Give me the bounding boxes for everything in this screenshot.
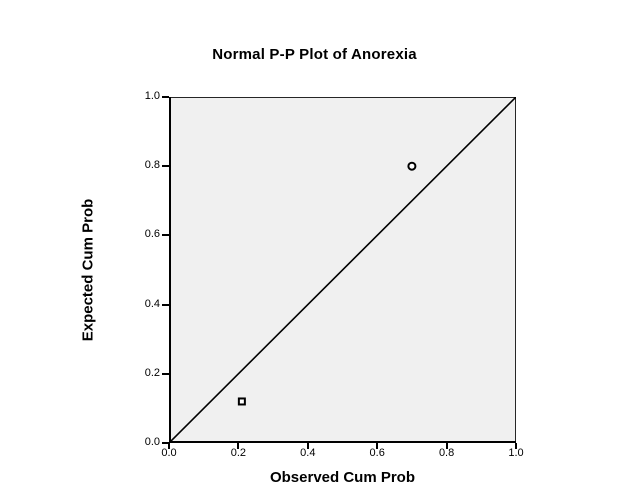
y-tick-label: 0.8: [144, 159, 160, 172]
x-tick-label: 0.6: [369, 447, 385, 459]
x-tick-mark: [306, 443, 309, 449]
x-tick-label: 0.8: [438, 447, 455, 459]
y-axis-label: Expected Cum Prob: [79, 198, 97, 342]
x-tick-mark: [515, 443, 517, 449]
x-tick-mark: [237, 443, 240, 449]
data-point: [407, 161, 417, 171]
plot-area: [169, 97, 516, 443]
chart-title: Normal P-P Plot of Anorexia: [212, 46, 417, 63]
y-tick-mark: [162, 372, 169, 375]
reference-diagonal-line: [169, 97, 516, 443]
x-tick-label: 1.0: [508, 447, 524, 459]
x-tick-mark: [168, 443, 170, 449]
x-tick-mark: [376, 443, 379, 449]
y-tick-label: 0.0: [144, 436, 160, 448]
x-tick-label: 0.4: [300, 447, 316, 459]
data-point: [237, 397, 246, 406]
y-tick-mark: [162, 165, 169, 168]
y-tick-label: 0.4: [144, 297, 160, 310]
x-axis-label: Observed Cum Prob: [269, 469, 416, 486]
x-tick-label: 0.0: [161, 447, 177, 459]
x-tick-mark: [445, 443, 448, 449]
y-tick-label: 0.6: [144, 228, 160, 241]
y-tick-mark: [162, 303, 169, 306]
x-tick-label: 0.2: [230, 447, 247, 459]
y-tick-label: 0.2: [144, 366, 160, 379]
y-tick-label: 1.0: [144, 90, 160, 102]
y-tick-mark: [162, 96, 169, 98]
y-tick-mark: [162, 234, 169, 237]
y-tick-mark: [162, 442, 169, 444]
